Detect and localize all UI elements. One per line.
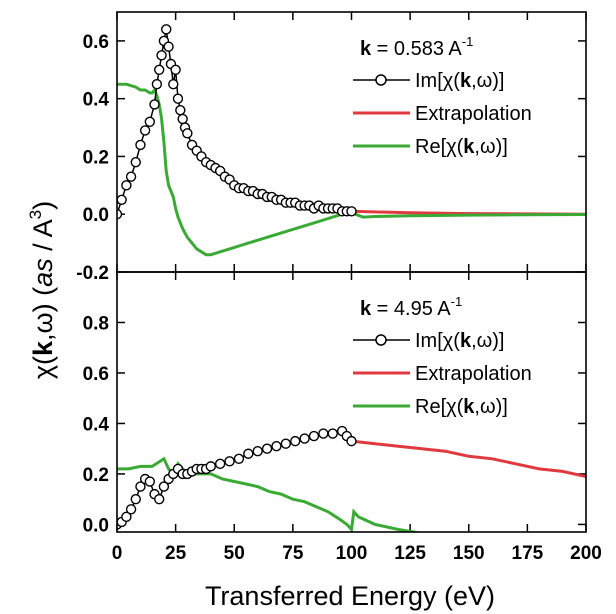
plot-frame [116, 271, 587, 533]
data-point [243, 448, 254, 459]
legend: Im[χ(k,ω)] Extrapolation Re[χ(k,ω)] [353, 70, 532, 158]
data-point [318, 428, 329, 439]
ylabel-part: k [28, 340, 58, 356]
data-point [170, 64, 181, 75]
y-axis-title: χ(k,ω) (as / A3) [26, 201, 58, 379]
data-point [308, 430, 320, 442]
data-point [177, 113, 188, 125]
plot-frame [116, 11, 587, 273]
y-tick-label: -0.2 [76, 263, 109, 284]
y-tick-label: 0.4 [83, 414, 110, 435]
data-point [154, 493, 165, 505]
data-point [139, 125, 151, 136]
data-point [151, 79, 163, 90]
data-point [130, 157, 141, 168]
k-exponent: -1 [462, 34, 474, 49]
data-point [175, 105, 186, 116]
y-tick-label: 0.8 [83, 313, 109, 334]
x-tick-label: 175 [512, 543, 544, 564]
ylabel-part: / A [28, 219, 58, 258]
top-panel: -0.2 0.0 0.2 0.4 0.6 k = 0.583 A-1 Im[χ(k,ω)] E… [76, 11, 587, 284]
plot-area [117, 425, 586, 532]
ticks [116, 272, 587, 532]
x-tick-label: 25 [165, 543, 187, 564]
x-tick-label: 50 [224, 543, 245, 564]
data-point [117, 194, 127, 205]
ylabel-part: χ( [28, 356, 58, 379]
data-point [346, 206, 357, 217]
ylabel-part: ) [28, 201, 58, 210]
data-point [154, 64, 165, 75]
ylabel-part: as [28, 258, 58, 287]
data-point [172, 93, 184, 104]
k-value: = 0.583 A [371, 38, 462, 60]
x-tick-label: 75 [282, 543, 304, 564]
y-tick-label: 0.6 [83, 32, 109, 53]
x-tick-label: 0 [112, 543, 123, 564]
data-point [163, 41, 174, 52]
bottom-panel: 0.0 0.2 0.4 0.6 0.8 0 25 50 75 100 125 150 175 200 k =… [83, 271, 602, 564]
legend-label: Im[χ(k,ω)] [415, 70, 504, 92]
legend-label: Re[χ(k,ω)] [415, 396, 508, 418]
data-point [327, 428, 338, 439]
k-value: = 4.95 A [371, 298, 451, 320]
data-point [214, 458, 226, 470]
legend-label: Im[χ(k,ω)] [415, 330, 504, 352]
y-tick-label: 0.6 [83, 364, 109, 385]
data-point [233, 453, 245, 464]
ylabel-part: ,ω) ( [28, 287, 58, 341]
data-point [252, 446, 263, 457]
data-point [280, 438, 292, 449]
legend-marker [375, 74, 387, 86]
series-line-extrapolation [351, 439, 586, 478]
data-point [117, 209, 123, 220]
y-tick-label: 0.2 [83, 465, 109, 486]
k-annotation: k = 0.583 A-1 [360, 34, 473, 60]
data-point [290, 435, 301, 447]
data-point [125, 171, 137, 182]
x-axis-title: Transferred Energy (eV) [205, 581, 495, 611]
k-symbol: k [360, 298, 372, 320]
x-tick-label: 150 [453, 543, 485, 564]
data-point [271, 440, 282, 452]
legend: Im[χ(k,ω)] Extrapolation Re[χ(k,ω)] [353, 330, 532, 418]
data-point [346, 435, 357, 447]
ylabel-part: 3 [26, 210, 45, 219]
data-point [299, 433, 310, 444]
data-point [156, 50, 167, 61]
legend-label: Extrapolation [415, 103, 532, 125]
data-point [149, 99, 160, 110]
k-exponent: -1 [451, 294, 463, 309]
x-tick-label: 200 [570, 543, 602, 564]
data-point [158, 481, 170, 492]
y-tick-label: 0.0 [83, 515, 109, 536]
plot-area [117, 24, 586, 257]
legend-label: Re[χ(k,ω)] [415, 136, 508, 158]
data-point [135, 481, 146, 492]
data-point [121, 511, 132, 523]
y-tick-label: 0.0 [83, 205, 109, 226]
y-tick-label: 0.2 [83, 147, 109, 168]
x-tick-label: 100 [336, 543, 368, 564]
data-point [224, 456, 235, 467]
y-tick-label: 0.4 [83, 90, 110, 111]
data-point [135, 139, 146, 151]
ticks [116, 12, 587, 273]
data-point [121, 180, 132, 191]
x-tick-label: 125 [394, 543, 426, 564]
data-point [182, 128, 193, 139]
data-point [161, 24, 172, 35]
data-point [168, 79, 179, 90]
k-annotation: k = 4.95 A-1 [360, 294, 462, 320]
data-point [125, 504, 137, 515]
data-point [144, 476, 156, 487]
data-point [144, 116, 156, 127]
legend-marker [375, 334, 387, 346]
legend-label: Extrapolation [415, 363, 532, 385]
data-point [261, 443, 273, 454]
data-point [205, 461, 217, 472]
data-point [130, 493, 141, 505]
k-symbol: k [360, 38, 372, 60]
